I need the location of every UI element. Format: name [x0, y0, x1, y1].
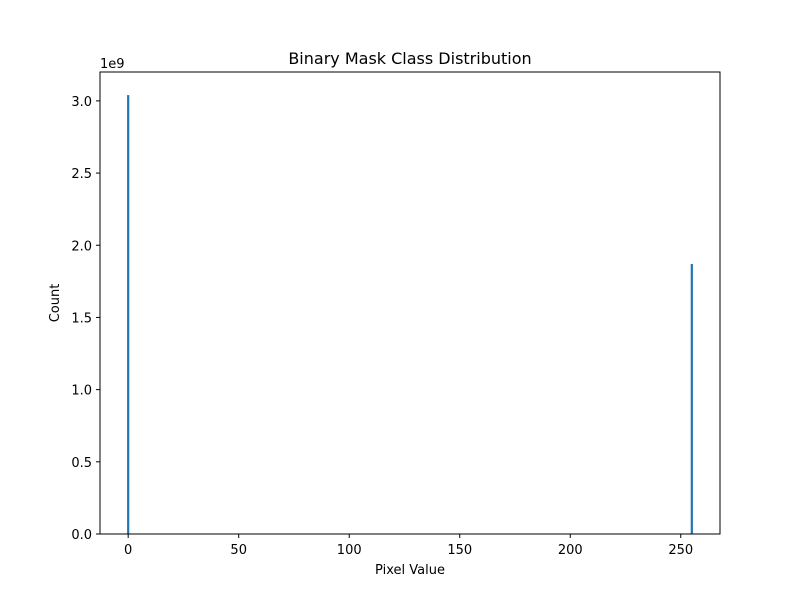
x-tick-label: 250 [668, 543, 693, 558]
bar-0 [127, 95, 130, 534]
chart-title: Binary Mask Class Distribution [288, 49, 531, 68]
y-tick-label: 3.0 [71, 95, 92, 110]
x-tick-label: 50 [230, 543, 247, 558]
y-axis-ticks: 0.0 0.5 1.0 1.5 2.0 2.5 3.0 [71, 95, 100, 543]
x-tick-label: 0 [124, 543, 132, 558]
y-tick-label: 1.0 [71, 384, 92, 399]
x-tick-label: 200 [558, 543, 583, 558]
x-tick-label: 100 [337, 543, 362, 558]
y-axis-label: Count [48, 284, 63, 323]
y-tick-label: 0.5 [71, 456, 92, 471]
y-tick-label: 2.0 [71, 239, 92, 254]
x-tick-label: 150 [447, 543, 472, 558]
y-tick-label: 0.0 [71, 528, 92, 543]
bar-255 [690, 264, 693, 534]
x-axis-label: Pixel Value [375, 563, 445, 578]
bars-layer [127, 95, 693, 534]
plot-frame [99, 71, 721, 535]
y-tick-label: 1.5 [71, 311, 92, 326]
y-tick-label: 2.5 [71, 167, 92, 182]
y-axis-offset-label: 1e9 [100, 57, 125, 72]
x-axis-ticks: 0 50 100 150 200 250 [124, 534, 693, 558]
